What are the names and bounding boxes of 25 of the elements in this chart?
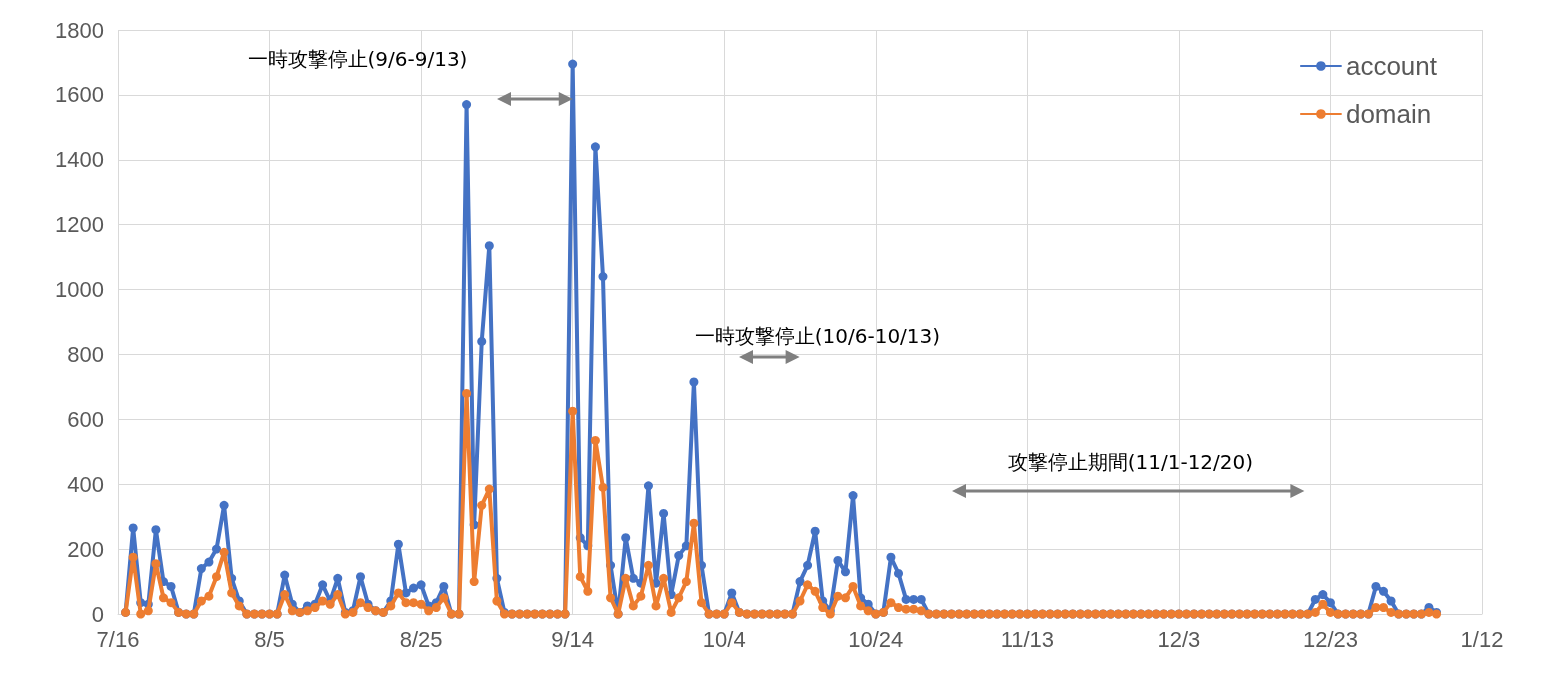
y-tick-label: 600	[67, 406, 104, 432]
y-tick-label: 400	[67, 471, 104, 497]
y-tick-label: 1600	[55, 82, 104, 108]
annotation: 攻撃停止期間(11/1-12/20)	[1007, 449, 1254, 474]
x-tick-label: 7/16	[96, 626, 140, 652]
y-tick-label: 1800	[55, 17, 104, 43]
x-tick-label: 8/25	[399, 626, 443, 652]
y-tick-label: 1400	[55, 147, 104, 173]
y-tick-label: 1000	[55, 277, 104, 303]
y-tick-label: 200	[67, 536, 104, 562]
x-tick-label: 12/23	[1302, 626, 1358, 652]
legend-label: domain	[1345, 99, 1432, 129]
x-tick-label: 10/4	[702, 626, 746, 652]
x-tick-label: 8/5	[254, 626, 285, 652]
x-tick-label: 11/13	[1000, 626, 1055, 652]
x-tick-label: 9/14	[551, 626, 595, 652]
annotation: 一時攻撃停止(10/6-10/13)	[694, 324, 941, 349]
x-tick-label: 10/24	[848, 626, 904, 652]
y-tick-label: 1200	[55, 212, 104, 238]
y-tick-label: 800	[67, 341, 104, 367]
legend-label: account	[1345, 51, 1438, 81]
annotation: 一時攻撃停止(9/6-9/13)	[247, 47, 468, 72]
x-tick-label: 12/3	[1157, 626, 1201, 652]
x-tick-label: 1/12	[1460, 626, 1504, 652]
y-tick-label: 0	[91, 601, 104, 627]
